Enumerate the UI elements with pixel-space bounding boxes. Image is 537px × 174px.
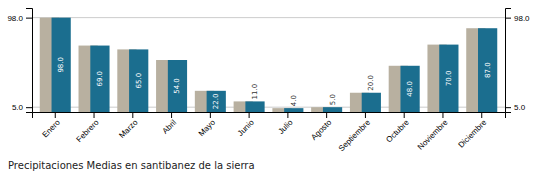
x-tick: Junio xyxy=(236,112,256,138)
x-tick-label: Marzo xyxy=(117,118,139,140)
x-tick-mark xyxy=(442,112,443,118)
y-tick-mark xyxy=(505,18,511,19)
x-tick-label: Octubre xyxy=(384,118,411,145)
x-tick-mark xyxy=(404,112,405,118)
x-tick: Diciembre xyxy=(457,112,489,150)
x-tick-label: Febrero xyxy=(75,118,102,145)
y-tick: 5.0 xyxy=(505,103,526,112)
data-labels: 98.0 69.0 65.0 54.0 22.0 11.0 4.0 5.0 20.0 48.0 70… xyxy=(57,57,491,109)
y-axis-left: 5.0 98.0 xyxy=(7,9,32,113)
x-axis-line xyxy=(33,113,506,119)
y-tick-label: 5.0 xyxy=(12,103,24,112)
x-tick: Febrero xyxy=(75,112,102,144)
x-tick-label: Junio xyxy=(236,118,256,138)
data-label: 54.0 xyxy=(173,78,181,94)
y-tick-label: 98.0 xyxy=(514,14,530,23)
chart-container: 5.0 98.0 5.0 98.0 Enero Febrero Marzo Abril Mayo… xyxy=(0,0,537,174)
y-tick-label: 98.0 xyxy=(7,14,23,23)
title: Precipitaciones Medias en santibanez de … xyxy=(8,160,255,171)
x-tick: Abril xyxy=(161,112,179,136)
x-tick-label: Noviembre xyxy=(416,118,450,152)
y-tick-mark xyxy=(505,107,511,108)
data-label: 4.0 xyxy=(290,95,298,106)
bar xyxy=(478,28,497,112)
x-tick-label: Mayo xyxy=(197,118,218,139)
x-tick: Marzo xyxy=(117,112,139,140)
bar xyxy=(129,49,148,112)
x-tick-mark xyxy=(171,112,172,118)
y-tick-mark xyxy=(26,18,32,19)
y-tick-label: 5.0 xyxy=(514,103,526,112)
y-tick: 98.0 xyxy=(7,14,32,23)
x-tick-mark xyxy=(326,112,327,118)
x-tick: Noviembre xyxy=(416,112,450,152)
x-tick-label: Agosto xyxy=(309,118,333,142)
bar xyxy=(90,46,109,112)
y-axis-line xyxy=(506,9,512,113)
x-tick: Septiembre xyxy=(337,112,373,153)
bar xyxy=(439,45,458,112)
x-tick: Agosto xyxy=(309,112,333,142)
bar xyxy=(362,93,381,112)
x-tick-mark xyxy=(365,112,366,118)
bars xyxy=(40,18,497,112)
x-tick: Octubre xyxy=(384,112,411,144)
grid-line xyxy=(32,17,505,18)
data-label: 65.0 xyxy=(135,73,143,89)
data-label: 11.0 xyxy=(251,84,259,100)
x-tick-label: Septiembre xyxy=(337,118,373,154)
data-label: 70.0 xyxy=(445,70,453,86)
x-tick-mark xyxy=(481,112,482,118)
x-tick-mark xyxy=(55,112,56,118)
x-tick-mark xyxy=(94,112,95,118)
x-tick-mark xyxy=(249,112,250,118)
x-tick-label: Abril xyxy=(161,118,179,136)
x-tick-mark xyxy=(210,112,211,118)
bar xyxy=(323,107,342,112)
chart-svg: 5.0 98.0 5.0 98.0 Enero Febrero Marzo Abril Mayo… xyxy=(0,0,537,174)
x-tick: Julio xyxy=(277,112,295,136)
data-label: 5.0 xyxy=(329,94,337,105)
bar xyxy=(168,60,187,112)
x-tick: Mayo xyxy=(197,112,218,138)
data-label: 22.0 xyxy=(212,94,220,110)
x-axis: Enero Febrero Marzo Abril Mayo Junio Julio Agos… xyxy=(33,112,506,153)
x-tick-label: Diciembre xyxy=(457,118,489,150)
data-label: 87.0 xyxy=(484,62,492,78)
data-label: 20.0 xyxy=(367,75,375,91)
x-tick-label: Julio xyxy=(277,118,295,136)
x-tick-mark xyxy=(132,112,133,118)
y-axis-right: 5.0 98.0 xyxy=(505,9,530,113)
data-label: 48.0 xyxy=(406,81,414,97)
bar xyxy=(245,101,264,112)
x-tick: Enero xyxy=(40,112,62,139)
data-label: 69.0 xyxy=(96,71,104,87)
x-tick-label: Enero xyxy=(40,118,62,140)
bar xyxy=(284,108,303,112)
y-tick: 5.0 xyxy=(12,103,32,112)
bar xyxy=(400,66,419,112)
bar xyxy=(207,91,226,112)
y-tick-mark xyxy=(26,107,32,108)
plot: 5.0 98.0 5.0 98.0 Enero Febrero Marzo Abril Mayo… xyxy=(7,9,530,154)
y-tick: 98.0 xyxy=(505,14,530,23)
bar xyxy=(52,18,71,112)
x-tick-mark xyxy=(287,112,288,118)
data-label: 98.0 xyxy=(57,57,65,73)
y-axis-line xyxy=(26,9,33,113)
